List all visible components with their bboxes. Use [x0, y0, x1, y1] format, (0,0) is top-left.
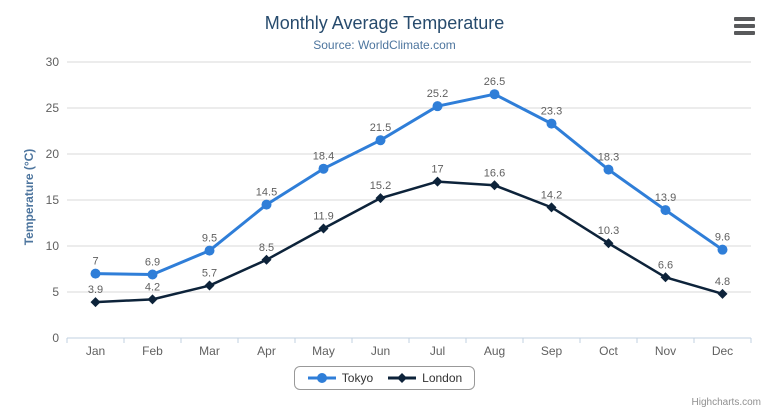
hamburger-menu-icon[interactable] — [733, 16, 756, 39]
london-series-icon — [388, 373, 417, 383]
legend: Tokyo London — [0, 366, 769, 390]
london-marker[interactable] — [147, 294, 158, 305]
tokyo-marker[interactable] — [204, 245, 215, 256]
y-tick-label: 5 — [52, 285, 59, 299]
legend-item-london[interactable]: London — [387, 371, 462, 385]
data-label: 15.2 — [370, 180, 391, 192]
y-tick-label: 25 — [46, 101, 60, 115]
x-tick-label: Mar — [199, 344, 220, 358]
menu-bar — [734, 17, 755, 21]
london-marker[interactable] — [375, 193, 386, 204]
london-marker[interactable] — [660, 272, 671, 283]
tokyo-series-icon — [307, 373, 336, 383]
menu-bar — [734, 31, 755, 35]
y-tick-label: 20 — [46, 147, 60, 161]
data-label: 9.5 — [202, 233, 217, 245]
data-label: 23.3 — [541, 106, 562, 118]
tokyo-marker[interactable] — [261, 199, 272, 210]
london-marker[interactable] — [318, 223, 329, 234]
x-tick-label: Jan — [86, 344, 105, 358]
data-label: 21.5 — [370, 122, 391, 134]
london-line — [95, 180, 723, 304]
data-label: 8.5 — [259, 242, 274, 254]
tokyo-marker[interactable] — [375, 135, 386, 146]
legend-box: Tokyo London — [293, 366, 476, 390]
data-label: 18.4 — [313, 151, 334, 163]
data-label: 25.2 — [427, 88, 448, 100]
tokyo-marker[interactable] — [147, 269, 158, 280]
london-marker[interactable] — [546, 202, 557, 213]
london-marker[interactable] — [204, 280, 215, 291]
y-tick-label: 30 — [46, 55, 60, 69]
tokyo-marker[interactable] — [603, 164, 614, 175]
legend-item-tokyo[interactable]: Tokyo — [307, 371, 373, 385]
london-marker[interactable] — [432, 176, 443, 187]
london-marker[interactable] — [261, 254, 272, 265]
data-label: 17 — [431, 164, 443, 176]
data-label: 10.3 — [598, 225, 619, 237]
tokyo-marker[interactable] — [717, 244, 728, 255]
data-label: 18.3 — [598, 152, 619, 164]
chart-title: Monthly Average Temperature — [264, 13, 505, 33]
tokyo-marker[interactable] — [432, 101, 443, 112]
x-tick-label: Oct — [599, 344, 618, 358]
data-label: 9.6 — [715, 232, 730, 244]
data-label: 11.9 — [313, 211, 334, 223]
x-tick-label: Jul — [430, 344, 445, 358]
data-label: 14.2 — [541, 189, 562, 201]
data-label: 4.2 — [145, 281, 160, 293]
tokyo-marker[interactable] — [546, 118, 557, 129]
credits-link[interactable]: Highcharts.com — [691, 397, 761, 408]
data-label: 14.5 — [256, 187, 277, 199]
data-label: 6.9 — [145, 257, 160, 269]
tokyo-marker[interactable] — [489, 89, 500, 100]
chart-subtitle: Source: WorldClimate.com — [313, 38, 456, 52]
tokyo-marker[interactable] — [318, 163, 329, 174]
london-marker[interactable] — [90, 297, 101, 308]
data-label: 7 — [92, 256, 98, 268]
x-tick-label: Sep — [541, 344, 563, 358]
tokyo-line — [95, 92, 724, 277]
data-label: 16.6 — [484, 167, 505, 179]
data-label: 26.5 — [484, 76, 505, 88]
x-tick-label: Jun — [371, 344, 390, 358]
x-tick-label: Dec — [712, 344, 733, 358]
menu-bar — [734, 24, 755, 28]
data-label: 5.7 — [202, 268, 217, 280]
legend-label-london: London — [422, 371, 463, 385]
y-axis-title: Temperature (°C) — [22, 148, 36, 246]
london-marker[interactable] — [603, 238, 614, 249]
x-tick-label: Apr — [257, 344, 276, 358]
y-tick-label: 10 — [46, 239, 60, 253]
london-marker[interactable] — [489, 180, 500, 191]
x-tick-label: Feb — [142, 344, 163, 358]
data-label: 4.8 — [715, 276, 730, 288]
y-tick-label: 0 — [52, 331, 59, 345]
london-marker[interactable] — [717, 288, 728, 299]
tokyo-marker[interactable] — [90, 268, 101, 279]
data-label: 6.6 — [658, 259, 673, 271]
y-tick-label: 15 — [46, 193, 60, 207]
data-label: 3.9 — [88, 284, 103, 296]
x-tick-label: May — [312, 344, 335, 358]
x-tick-label: Aug — [484, 344, 505, 358]
data-label: 13.9 — [655, 192, 676, 204]
x-tick-label: Nov — [655, 344, 676, 358]
tokyo-marker[interactable] — [660, 205, 671, 216]
legend-label-tokyo: Tokyo — [341, 371, 374, 385]
